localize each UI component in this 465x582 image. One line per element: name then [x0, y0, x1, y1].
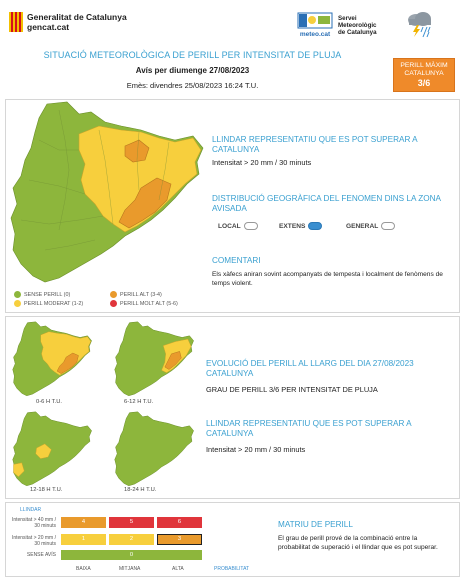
threshold-title-2: LLINDAR REPRESENTATIU QUE ES POT SUPERAR… [206, 419, 412, 438]
option-local[interactable]: LOCAL [218, 222, 258, 230]
rain-cloud-lightning-icon [408, 12, 431, 38]
evolution-text: GRAU DE PERILL 3/6 PER INTENSITAT DE PLU… [206, 385, 378, 394]
matrix-cell-2: 2 [109, 534, 154, 545]
evolution-title: EVOLUCIÓ DEL PERILL AL LLARG DEL DIA 27/… [206, 359, 414, 378]
option-local-label: LOCAL [218, 222, 241, 230]
meteo-name-line2: Meteorològic [338, 22, 377, 29]
map-0-6-label: 0-6 H T.U. [36, 399, 62, 405]
legend-green-swatch [14, 291, 21, 298]
meteo-logo-caption: meteo.cat [300, 31, 331, 38]
document-title: SITUACIÓ METEOROLÒGICA DE PERILL PER INT… [43, 50, 342, 60]
matrix-col-label-1: BAIXA [76, 566, 91, 572]
generalitat-logo-icon [9, 12, 23, 32]
map-6-12-label: 6-12 H T.U. [124, 399, 154, 405]
matrix-cell-5: 5 [109, 517, 154, 528]
evolution-panel: 0-6 H T.U. 6-12 H T.U. 12-18 H T.U. 18-2… [5, 316, 460, 499]
option-extens[interactable]: EXTENS [279, 222, 323, 230]
meteo-name: Servei Meteorològic de Catalunya [338, 15, 377, 36]
matrix-cell-6: 6 [157, 517, 202, 528]
matrix-cell-0: 0 [61, 550, 202, 560]
meteo-name-line1: Servei [338, 15, 357, 22]
option-extens-toggle[interactable] [308, 222, 323, 230]
org-name-line2: gencat.cat [27, 22, 70, 32]
map-6-12 [114, 321, 194, 397]
comments-title: COMENTARI [212, 256, 261, 265]
document-subtitle: Avís per diumenge 27/08/2023 [135, 66, 250, 75]
matrix-cell-4: 4 [61, 517, 106, 528]
threshold-text: Intensitat > 20 mm / 30 minuts [212, 158, 312, 167]
legend-no-danger: SENSE PERILL (0) [14, 291, 70, 298]
matrix-cell-3-highlighted: 3 [157, 534, 202, 545]
meteo-logo-icon: meteo.cat [297, 12, 333, 38]
catalonia-danger-map [10, 101, 204, 283]
badge-level: 3/6 [417, 78, 431, 88]
option-local-toggle[interactable] [243, 222, 258, 230]
threshold-text-2: Intensitat > 20 mm / 30 minuts [206, 445, 306, 454]
distribution-title: DISTRIBUCIÓ GEOGRÀFICA DEL FENOMEN DINS … [212, 194, 441, 213]
main-warning-panel: SENSE PERILL (0) PERILL MODERAT (1-2) PE… [5, 99, 460, 313]
matrix-text: El grau de perill prové de la combinació… [278, 535, 438, 551]
option-extens-label: EXTENS [279, 222, 306, 230]
legend-orange-swatch [110, 291, 117, 298]
legend-red-swatch [110, 300, 117, 307]
legend-high: PERILL ALT (3-4) [110, 291, 162, 298]
org-name-line1: Generalitat de Catalunya [27, 12, 127, 22]
map-12-18-label: 12-18 H T.U. [30, 487, 63, 493]
legend-very-high: PERILL MOLT ALT (5-6) [110, 300, 178, 307]
badge-line1: PERILL MÀXIM [400, 62, 448, 69]
matrix-col-label-3: ALTA [172, 566, 184, 572]
matrix-ylabel: LLINDAR [20, 507, 42, 513]
map-0-6 [12, 321, 92, 397]
max-danger-badge: PERILL MÀXIM CATALUNYA 3/6 [393, 58, 455, 92]
legend-label: PERILL MODERAT (1-2) [24, 300, 84, 307]
matrix-row-label-2: Intensitat > 20 mm / 30 minuts [11, 535, 56, 547]
matrix-xlabel: PROBABILITAT [214, 566, 250, 572]
matrix-row-label-1: Intensitat > 40 mm / 30 minuts [11, 517, 56, 529]
comments-text: Els xàfecs aniran sovint acompanyats de … [212, 271, 443, 287]
matrix-title: MATRIU DE PERILL [278, 520, 353, 529]
badge-line2: CATALUNYA [404, 70, 444, 77]
threshold-title: LLINDAR REPRESENTATIU QUE ES POT SUPERAR… [212, 135, 418, 154]
option-general[interactable]: GENERAL [346, 222, 396, 230]
header: Generalitat de Catalunya gencat.cat mete… [0, 0, 465, 98]
legend-label: PERILL ALT (3-4) [120, 291, 162, 298]
issued-timestamp: Emès: divendres 25/08/2023 16:24 T.U. [126, 81, 259, 90]
map-18-24 [114, 411, 194, 487]
option-general-toggle[interactable] [381, 222, 396, 230]
matrix-row-label-3: SENSE AVÍS [26, 552, 56, 558]
legend-label: SENSE PERILL (0) [24, 291, 71, 298]
matrix-cell-1: 1 [61, 534, 106, 545]
map-18-24-label: 18-24 H T.U. [124, 487, 157, 493]
legend-label: PERILL MOLT ALT (5-6) [120, 300, 178, 307]
meteo-name-line3: de Catalunya [338, 29, 377, 36]
option-general-label: GENERAL [346, 222, 379, 230]
map-12-18 [12, 411, 92, 487]
legend-moderate: PERILL MODERAT (1-2) [14, 300, 83, 307]
org-name: Generalitat de Catalunya gencat.cat [27, 12, 127, 32]
matrix-col-label-2: MITJANA [119, 566, 141, 572]
danger-matrix-panel: LLINDAR Intensitat > 40 mm / 30 minuts I… [5, 502, 460, 577]
legend-yellow-swatch [14, 300, 21, 307]
